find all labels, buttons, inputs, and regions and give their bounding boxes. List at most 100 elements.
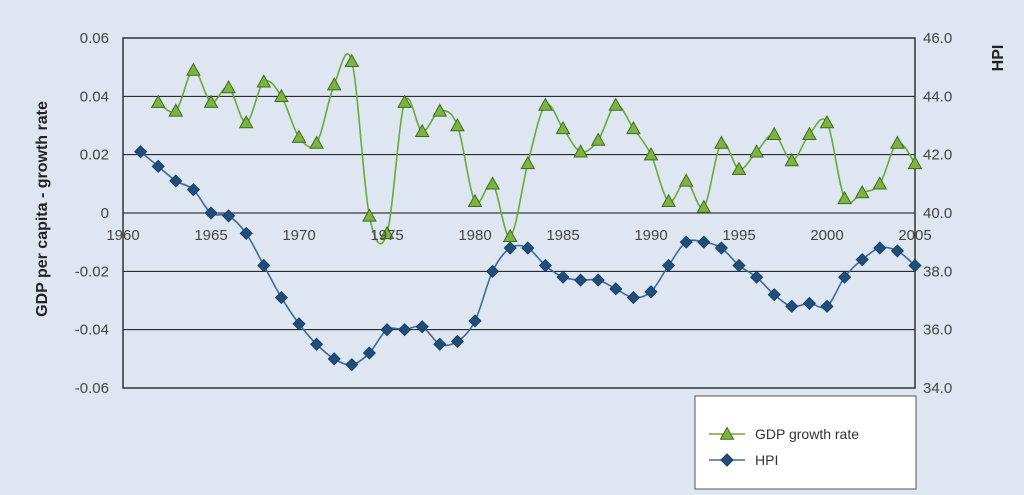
hpi-point bbox=[574, 273, 588, 287]
x-tick-label: 1985 bbox=[546, 227, 579, 244]
right-tick-label: 36.0 bbox=[923, 322, 952, 339]
hpi-point bbox=[327, 352, 341, 366]
gdp-point bbox=[502, 228, 518, 243]
series-gdp-growth-rate bbox=[150, 53, 923, 245]
hpi-point bbox=[257, 258, 271, 273]
right-tick-label: 34.0 bbox=[923, 380, 952, 397]
right-tick-label: 44.0 bbox=[923, 88, 952, 105]
gdp-point bbox=[890, 135, 905, 149]
gdp-point bbox=[555, 120, 571, 135]
gdp-point bbox=[203, 94, 219, 108]
right-tick-label: 38.0 bbox=[923, 263, 952, 280]
hpi-point bbox=[362, 346, 376, 360]
x-axis-ticks: 1960 1965 1970 1975 1980 1985 1990 1995 2000 2005 bbox=[106, 227, 931, 244]
right-axis-ticks: 46.0 44.0 42.0 40.0 38.0 36.0 34.0 bbox=[923, 30, 952, 397]
legend: GDP growth rate HPI bbox=[694, 395, 917, 490]
hpi-point bbox=[556, 270, 570, 284]
x-tick-label: 2000 bbox=[810, 227, 843, 244]
left-tick-label: -0.04 bbox=[75, 322, 109, 339]
gdp-point bbox=[467, 193, 483, 208]
gdp-point bbox=[714, 135, 729, 149]
gdp-point bbox=[661, 193, 676, 208]
gdp-point bbox=[291, 129, 307, 143]
left-axis-title: GDP per capita - growth rate bbox=[34, 101, 51, 317]
legend-entry-gdp-growth-rate: GDP growth rate bbox=[709, 426, 859, 442]
gdp-point bbox=[274, 88, 289, 103]
hpi-point bbox=[503, 241, 517, 255]
gdp-point bbox=[344, 53, 360, 68]
hpi-point bbox=[310, 337, 324, 351]
gdp-point bbox=[326, 77, 342, 91]
left-tick-label: 0 bbox=[101, 205, 109, 222]
gdp-point bbox=[150, 94, 166, 108]
left-tick-label: 0.04 bbox=[80, 88, 109, 105]
hpi-point bbox=[609, 282, 623, 296]
gdp-point bbox=[731, 161, 747, 175]
left-tick-label: 0.06 bbox=[80, 30, 109, 47]
hpi-point bbox=[151, 159, 165, 173]
gdp-point bbox=[678, 173, 694, 187]
hpi-point bbox=[169, 174, 183, 188]
series-hpi bbox=[134, 145, 922, 372]
right-axis-title: HPI bbox=[990, 45, 1007, 72]
legend-label-hpi: HPI bbox=[755, 452, 778, 468]
right-tick-label: 46.0 bbox=[923, 30, 952, 47]
left-tick-label: 0.02 bbox=[80, 147, 109, 164]
gdp-point bbox=[362, 208, 377, 222]
gridlines bbox=[123, 37, 915, 389]
gdp-point bbox=[872, 176, 888, 190]
hpi-point bbox=[398, 323, 412, 337]
hpi-point bbox=[750, 270, 764, 284]
gdp-point bbox=[414, 123, 430, 138]
gdp-point bbox=[907, 155, 923, 170]
hpi-point bbox=[679, 235, 693, 249]
hpi-point bbox=[239, 226, 253, 240]
plot-area-frame bbox=[122, 37, 916, 389]
gdp-point bbox=[485, 176, 500, 190]
hpi-point bbox=[415, 320, 429, 334]
x-tick-label: 1995 bbox=[722, 227, 755, 244]
x-tick-label: 1980 bbox=[458, 227, 491, 244]
hpi-point bbox=[433, 337, 447, 351]
x-tick-label: 1960 bbox=[106, 227, 139, 244]
gdp-point bbox=[766, 126, 782, 140]
gdp-point bbox=[608, 97, 624, 111]
gdp-point bbox=[590, 132, 606, 146]
hpi-point bbox=[820, 299, 834, 313]
hpi-point bbox=[873, 241, 887, 255]
series-layer bbox=[134, 53, 923, 372]
gdp-line bbox=[157, 53, 916, 245]
hpi-point bbox=[521, 241, 535, 255]
legend-entry-hpi: HPI bbox=[709, 452, 778, 468]
hpi-point bbox=[538, 258, 552, 273]
left-tick-label: -0.06 bbox=[75, 380, 109, 397]
left-axis-ticks: 0.06 0.04 0.02 0 -0.02 -0.04 -0.06 bbox=[75, 30, 109, 397]
x-tick-label: 2005 bbox=[898, 227, 931, 244]
gdp-point bbox=[749, 144, 764, 158]
x-tick-label: 1965 bbox=[194, 227, 227, 244]
right-tick-label: 40.0 bbox=[923, 205, 952, 222]
gdp-point bbox=[450, 117, 465, 132]
gdp-point bbox=[802, 126, 817, 140]
hpi-point bbox=[468, 314, 482, 328]
hpi-point bbox=[732, 258, 746, 273]
hpi-point bbox=[644, 285, 658, 299]
hpi-point bbox=[204, 206, 218, 220]
hpi-point bbox=[380, 323, 394, 337]
hpi-point bbox=[292, 317, 306, 331]
gdp-point bbox=[854, 185, 870, 199]
hpi-point bbox=[890, 244, 904, 258]
hpi-point bbox=[767, 288, 781, 302]
gdp-point bbox=[643, 147, 659, 161]
hpi-point bbox=[222, 209, 236, 223]
gdp-point bbox=[256, 74, 272, 88]
hpi-point bbox=[345, 358, 359, 372]
left-tick-label: -0.02 bbox=[75, 263, 109, 280]
hpi-point bbox=[838, 270, 852, 284]
gdp-point bbox=[837, 190, 852, 205]
gdp-point bbox=[538, 97, 553, 111]
hpi-point bbox=[802, 296, 816, 310]
gdp-point bbox=[432, 103, 448, 117]
x-tick-label: 1975 bbox=[370, 227, 403, 244]
legend-box bbox=[694, 395, 917, 490]
